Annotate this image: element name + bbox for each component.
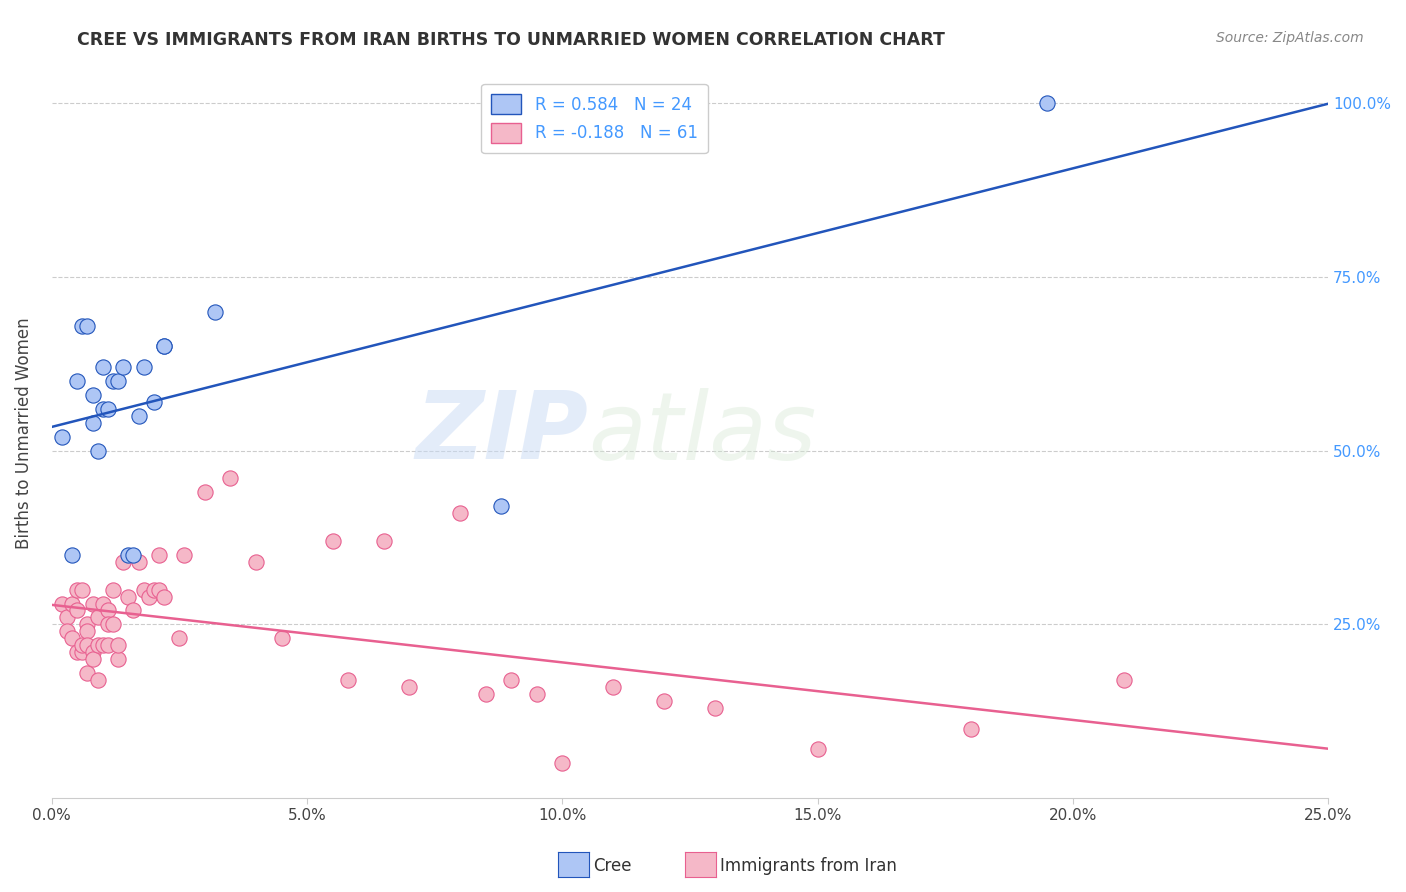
Point xyxy=(91,360,114,375)
Point xyxy=(72,638,94,652)
Point xyxy=(97,638,120,652)
Point xyxy=(76,318,98,333)
Point xyxy=(449,506,471,520)
Point xyxy=(66,645,89,659)
Point xyxy=(112,360,135,375)
Point xyxy=(60,597,83,611)
Point xyxy=(128,409,150,423)
Point xyxy=(806,742,828,756)
Text: ZIP: ZIP xyxy=(415,387,588,479)
Point xyxy=(117,590,139,604)
Legend: R = 0.584   N = 24, R = -0.188   N = 61: R = 0.584 N = 24, R = -0.188 N = 61 xyxy=(481,84,707,153)
Point xyxy=(76,624,98,639)
Text: Cree: Cree xyxy=(593,857,631,875)
Point xyxy=(132,582,155,597)
Point xyxy=(219,471,242,485)
Point xyxy=(194,485,217,500)
Point xyxy=(51,430,73,444)
Point xyxy=(107,652,129,666)
Point xyxy=(60,632,83,646)
Point xyxy=(86,638,108,652)
Text: CREE VS IMMIGRANTS FROM IRAN BIRTHS TO UNMARRIED WOMEN CORRELATION CHART: CREE VS IMMIGRANTS FROM IRAN BIRTHS TO U… xyxy=(77,31,945,49)
Point xyxy=(56,624,79,639)
Point xyxy=(86,610,108,624)
Point xyxy=(132,360,155,375)
Point xyxy=(76,665,98,680)
Point xyxy=(86,673,108,687)
Point xyxy=(66,374,89,388)
Point xyxy=(117,548,139,562)
Point xyxy=(76,617,98,632)
Point xyxy=(72,645,94,659)
Point xyxy=(322,533,344,548)
Point xyxy=(142,395,165,409)
Point xyxy=(153,590,176,604)
Point xyxy=(101,617,124,632)
Point xyxy=(128,555,150,569)
Point xyxy=(602,680,624,694)
Point xyxy=(398,680,420,694)
Point xyxy=(1036,96,1059,111)
Point xyxy=(56,610,79,624)
Point xyxy=(1112,673,1135,687)
Point xyxy=(76,638,98,652)
Point xyxy=(959,722,981,736)
Point xyxy=(270,632,292,646)
Point xyxy=(551,756,574,771)
Point xyxy=(704,700,727,714)
Point xyxy=(82,416,104,430)
Point xyxy=(97,617,120,632)
Point xyxy=(169,632,191,646)
Point xyxy=(138,590,160,604)
Point xyxy=(142,582,165,597)
Point xyxy=(474,687,496,701)
Point xyxy=(60,548,83,562)
Point xyxy=(66,603,89,617)
Point xyxy=(107,374,129,388)
Point xyxy=(654,694,676,708)
Point xyxy=(122,548,145,562)
Point xyxy=(82,388,104,402)
Point xyxy=(112,555,135,569)
Point xyxy=(526,687,548,701)
Point xyxy=(122,603,145,617)
Text: atlas: atlas xyxy=(588,388,815,479)
Text: Immigrants from Iran: Immigrants from Iran xyxy=(720,857,897,875)
Point xyxy=(107,638,129,652)
Point xyxy=(173,548,195,562)
Text: Source: ZipAtlas.com: Source: ZipAtlas.com xyxy=(1216,31,1364,45)
Point xyxy=(51,597,73,611)
Point xyxy=(72,318,94,333)
Point xyxy=(101,374,124,388)
Point xyxy=(336,673,359,687)
Point xyxy=(153,339,176,353)
Point xyxy=(91,638,114,652)
Point xyxy=(148,548,170,562)
Point xyxy=(72,582,94,597)
Point xyxy=(91,401,114,416)
Point xyxy=(501,673,523,687)
Point xyxy=(245,555,267,569)
Point xyxy=(82,652,104,666)
Point xyxy=(204,304,226,318)
Point xyxy=(97,401,120,416)
Point xyxy=(66,582,89,597)
Point xyxy=(91,597,114,611)
Point xyxy=(489,500,512,514)
Point xyxy=(82,597,104,611)
Point xyxy=(101,582,124,597)
Point xyxy=(97,603,120,617)
Point xyxy=(82,645,104,659)
Y-axis label: Births to Unmarried Women: Births to Unmarried Women xyxy=(15,318,32,549)
Point xyxy=(86,443,108,458)
Point xyxy=(153,339,176,353)
Point xyxy=(148,582,170,597)
Point xyxy=(373,533,395,548)
